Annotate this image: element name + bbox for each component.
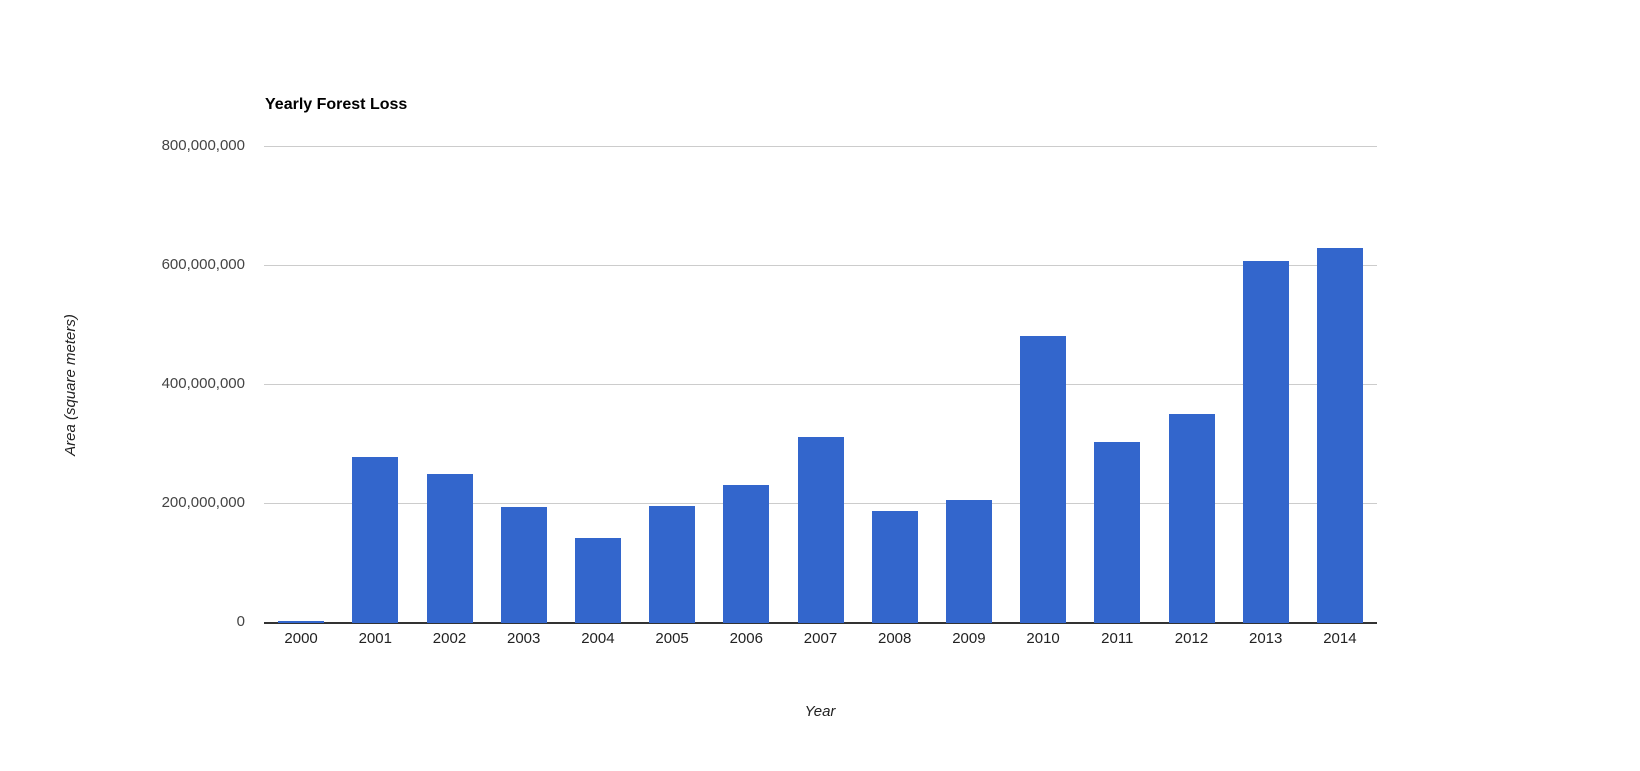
chart-title: Yearly Forest Loss: [265, 96, 408, 113]
x-tick-2000: 2000: [284, 630, 318, 647]
y-tick-label: 600,000,000: [161, 256, 245, 273]
x-tick-2008: 2008: [878, 630, 912, 647]
y-tick-label: 800,000,000: [161, 137, 245, 154]
bar-2000[interactable]: [278, 621, 325, 623]
x-tick-2004: 2004: [581, 630, 615, 647]
bar-2007[interactable]: [797, 436, 844, 623]
gridline: [264, 384, 1377, 385]
x-tick-2007: 2007: [803, 630, 838, 647]
bar-2014[interactable]: [1316, 247, 1363, 623]
x-tick-2009: 2009: [952, 630, 986, 647]
gridline: [264, 146, 1377, 147]
bar-2003[interactable]: [500, 506, 547, 623]
bar-2009[interactable]: [945, 500, 992, 623]
x-tick-2010: 2010: [1026, 630, 1060, 647]
bar-2001[interactable]: [352, 456, 399, 623]
x-axis-baseline: [264, 622, 1377, 624]
bar-2011[interactable]: [1094, 442, 1141, 623]
y-tick-label: 200,000,000: [161, 494, 245, 511]
x-tick-2002: 2002: [432, 630, 467, 647]
plot-area: [264, 146, 1377, 624]
bar-2008[interactable]: [871, 510, 918, 623]
gridline: [264, 265, 1377, 266]
x-tick-2011: 2011: [1101, 630, 1134, 647]
x-tick-2003: 2003: [507, 630, 541, 647]
x-axis-title: Year: [804, 703, 836, 720]
x-tick-2005: 2005: [655, 630, 689, 647]
bar-2013[interactable]: [1242, 261, 1289, 623]
bar-2012[interactable]: [1168, 414, 1215, 623]
y-tick-label: 0: [236, 613, 245, 630]
bar-2005[interactable]: [649, 506, 696, 623]
bar-2002[interactable]: [426, 473, 473, 623]
x-tick-2012: 2012: [1174, 630, 1209, 647]
x-tick-2001: 2001: [358, 630, 392, 647]
bar-2004[interactable]: [574, 537, 621, 623]
y-tick-label: 400,000,000: [161, 375, 245, 392]
x-tick-2013: 2013: [1249, 630, 1283, 647]
x-tick-2006: 2006: [729, 630, 763, 647]
bar-2006[interactable]: [723, 484, 770, 623]
x-tick-2014: 2014: [1323, 630, 1357, 647]
bar-2010[interactable]: [1020, 335, 1067, 623]
